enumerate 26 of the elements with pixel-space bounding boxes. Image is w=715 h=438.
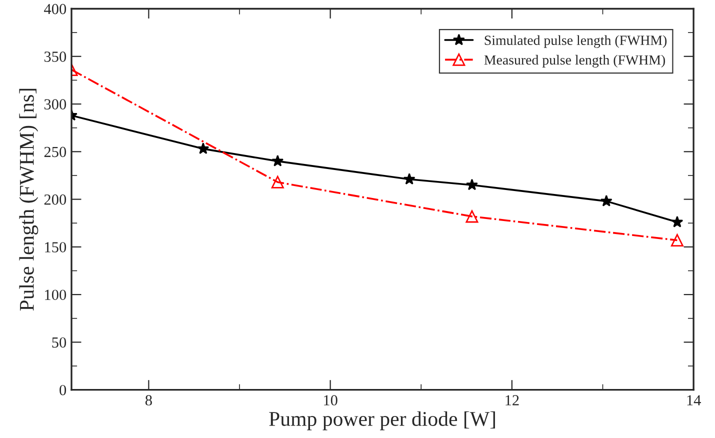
- legend-label: Simulated pulse length (FWHM): [484, 35, 667, 48]
- point: [272, 154, 284, 166]
- y-tick-label: 100: [45, 290, 66, 300]
- point: [466, 210, 478, 223]
- point: [670, 234, 684, 247]
- y-tick-label: 0: [60, 384, 66, 396]
- legend-label: Measured pulse length (FWHM): [484, 54, 665, 68]
- y-tick-label: 300: [44, 99, 66, 110]
- x-tick-label: 8: [145, 395, 152, 406]
- point: [466, 178, 478, 190]
- x-tick-label: 10: [324, 395, 338, 406]
- point: [671, 216, 684, 228]
- y-tick-label: 400: [44, 4, 66, 14]
- x-tick-label: 12: [506, 395, 519, 406]
- point: [403, 173, 416, 184]
- y-axis-title: Pulse length (FWHM) [ns]: [19, 88, 38, 311]
- point: [197, 142, 210, 154]
- point: [600, 194, 612, 206]
- y-tick-label: 150: [45, 242, 66, 252]
- y-tick-label: 350: [44, 52, 66, 62]
- x-tick-label: 14: [687, 395, 701, 406]
- y-tick-label: 50: [52, 337, 66, 348]
- y-tick-label: 200: [44, 194, 66, 205]
- point: [271, 176, 284, 188]
- y-tick-label: 250: [44, 146, 66, 158]
- x-axis-title: Pump power per diode [W]: [269, 411, 495, 430]
